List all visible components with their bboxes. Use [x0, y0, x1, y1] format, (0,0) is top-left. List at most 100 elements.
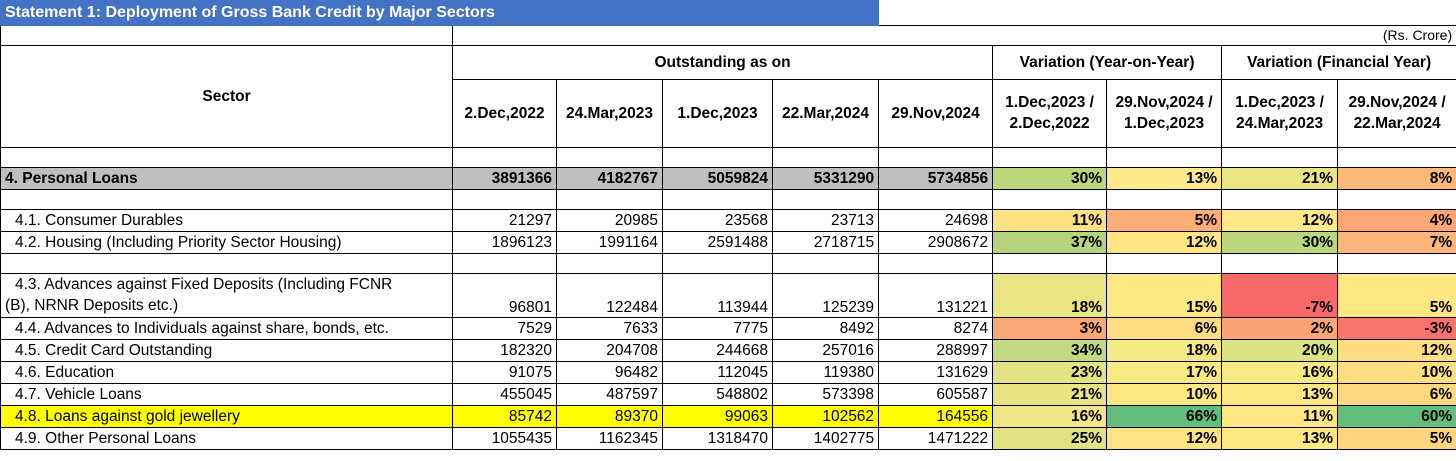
table-row-gold-loans: 4.8. Loans against gold jewellery 85742 … — [0, 405, 1456, 428]
row-label: 4.4. Advances to Individuals against sha… — [0, 317, 453, 340]
value-cell: 91075 — [452, 361, 557, 384]
pct-cell: 30% — [992, 167, 1108, 190]
pct-cell: 34% — [992, 339, 1108, 362]
value-cell: 1402775 — [771, 427, 880, 450]
pct-cell: 12% — [1221, 209, 1339, 232]
table-row: 4.7. Vehicle Loans 455045 487597 548802 … — [0, 383, 1456, 406]
value-cell: 5331290 — [771, 167, 880, 190]
value-cell: 131221 — [878, 273, 994, 318]
value-cell: 112045 — [662, 361, 773, 384]
pct-cell: -3% — [1337, 317, 1456, 340]
value-cell: 131629 — [878, 361, 994, 384]
value-cell: 1991164 — [556, 231, 663, 254]
table-row: 4.6. Education 91075 96482 112045 119380… — [0, 361, 1456, 384]
pct-cell: 6% — [1106, 317, 1223, 340]
row-label: 4.3. Advances against Fixed Deposits (In… — [0, 273, 453, 318]
pct-cell: 4% — [1337, 209, 1456, 232]
table-row: 4.9. Other Personal Loans 1055435 116234… — [0, 427, 1456, 450]
pct-cell: 37% — [992, 231, 1108, 254]
value-cell: 2591488 — [662, 231, 773, 254]
table-row: 4.5. Credit Card Outstanding 182320 2047… — [0, 339, 1456, 362]
value-cell: 89370 — [556, 405, 663, 428]
value-cell: 21297 — [452, 209, 557, 232]
header-fy-col: 29.Nov,2024 /22.Mar,2024 — [1337, 79, 1456, 148]
pct-cell: 18% — [992, 273, 1108, 318]
header-date: 24.Mar,2023 — [556, 79, 663, 148]
header-date: 1.Dec,2023 — [662, 79, 773, 148]
value-cell: 573398 — [771, 383, 880, 406]
pct-cell: 5% — [1337, 273, 1456, 318]
table-title: Statement 1: Deployment of Gross Bank Cr… — [0, 0, 880, 26]
table-row: 4.1. Consumer Durables 21297 20985 23568… — [0, 209, 1456, 232]
value-cell: 125239 — [771, 273, 880, 318]
value-cell: 99063 — [662, 405, 773, 428]
pct-cell: 12% — [1106, 231, 1223, 254]
value-cell: 455045 — [452, 383, 557, 406]
value-cell: 8274 — [878, 317, 994, 340]
value-cell: 7529 — [452, 317, 557, 340]
pct-cell: 11% — [992, 209, 1108, 232]
pct-cell: 21% — [1221, 167, 1339, 190]
value-cell: 5059824 — [662, 167, 773, 190]
value-cell: 7633 — [556, 317, 663, 340]
value-cell: 1896123 — [452, 231, 557, 254]
value-cell: 85742 — [452, 405, 557, 428]
pct-cell: 16% — [992, 405, 1108, 428]
pct-cell: 20% — [1221, 339, 1339, 362]
header-outstanding: Outstanding as on — [451, 45, 994, 80]
pct-cell: 12% — [1337, 339, 1456, 362]
pct-cell: 12% — [1106, 427, 1223, 450]
pct-cell: 18% — [1106, 339, 1223, 362]
row-label: 4. Personal Loans — [0, 167, 453, 190]
header-fy-col: 1.Dec,2023 /24.Mar,2023 — [1221, 79, 1339, 148]
value-cell: 244668 — [662, 339, 773, 362]
value-cell: 113944 — [662, 273, 773, 318]
header-date: 22.Mar,2024 — [771, 79, 880, 148]
value-cell: 122484 — [556, 273, 663, 318]
value-cell: 605587 — [878, 383, 994, 406]
header-sector: Sector — [0, 45, 453, 148]
row-label: 4.1. Consumer Durables — [0, 209, 453, 232]
pct-cell: 21% — [992, 383, 1108, 406]
pct-cell: 6% — [1337, 383, 1456, 406]
value-cell: 1055435 — [452, 427, 557, 450]
pct-cell: 3% — [992, 317, 1108, 340]
pct-cell: 2% — [1221, 317, 1339, 340]
header-date: 2.Dec,2022 — [452, 79, 557, 148]
pct-cell: 13% — [1221, 427, 1339, 450]
pct-cell: 15% — [1106, 273, 1223, 318]
pct-cell: 25% — [992, 427, 1108, 450]
pct-cell: 8% — [1337, 167, 1456, 190]
pct-cell: 13% — [1221, 383, 1339, 406]
pct-cell: 5% — [1337, 427, 1456, 450]
value-cell: 119380 — [771, 361, 880, 384]
pct-cell: 66% — [1106, 405, 1223, 428]
value-cell: 96801 — [452, 273, 557, 318]
pct-cell: 5% — [1106, 209, 1223, 232]
value-cell: 487597 — [556, 383, 663, 406]
value-cell: 2908672 — [878, 231, 994, 254]
header-fy: Variation (Financial Year) — [1221, 45, 1456, 80]
value-cell: 1162345 — [556, 427, 663, 450]
unit-label: (Rs. Crore) — [451, 25, 1456, 46]
value-cell: 3891366 — [452, 167, 557, 190]
pct-cell: 13% — [1106, 167, 1223, 190]
pct-cell: 7% — [1337, 231, 1456, 254]
value-cell: 204708 — [556, 339, 663, 362]
value-cell: 2718715 — [771, 231, 880, 254]
row-label: 4.6. Education — [0, 361, 453, 384]
pct-cell: 11% — [1221, 405, 1339, 428]
row-label: 4.7. Vehicle Loans — [0, 383, 453, 406]
pct-cell: 60% — [1337, 405, 1456, 428]
value-cell: 164556 — [878, 405, 994, 428]
value-cell: 1318470 — [662, 427, 773, 450]
value-cell: 23713 — [771, 209, 880, 232]
value-cell: 7775 — [662, 317, 773, 340]
credit-table: Statement 1: Deployment of Gross Bank Cr… — [0, 0, 1456, 450]
pct-cell: 30% — [1221, 231, 1339, 254]
value-cell: 102562 — [771, 405, 880, 428]
table-row: 4.4. Advances to Individuals against sha… — [0, 317, 1456, 340]
pct-cell: 10% — [1337, 361, 1456, 384]
table-row: 4.2. Housing (Including Priority Sector … — [0, 231, 1456, 254]
